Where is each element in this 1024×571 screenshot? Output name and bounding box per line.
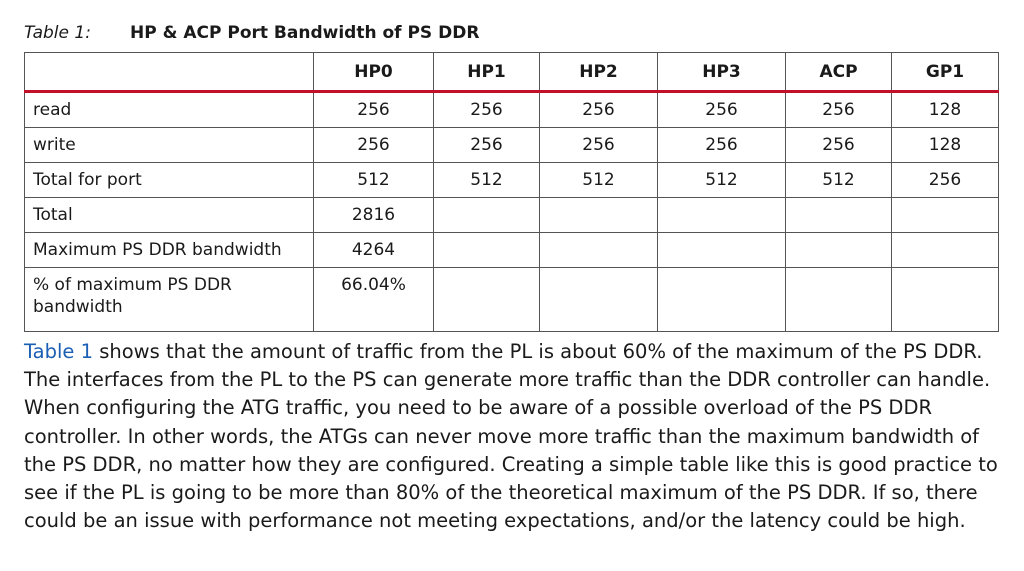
- bandwidth-table: HP0 HP1 HP2 HP3 ACP GP1 read 256 256 256…: [24, 52, 999, 332]
- header-cell-empty: [24, 52, 314, 93]
- table-cell: 512: [539, 162, 658, 198]
- table-cell: [785, 232, 892, 268]
- table-cell: 256: [785, 91, 892, 128]
- row-label: Maximum PS DDR bandwidth: [24, 232, 314, 268]
- header-cell-hp3: HP3: [657, 52, 786, 93]
- table-cell: 256: [433, 127, 540, 163]
- header-cell-acp: ACP: [785, 52, 892, 93]
- table-cell: 256: [657, 127, 786, 163]
- table-cell: 256: [785, 127, 892, 163]
- table-row: Total for port 512 512 512 512 512 256: [24, 162, 999, 198]
- caption-label: Table 1:: [24, 23, 91, 43]
- table-cell: [433, 232, 540, 268]
- table-cell: 4264: [313, 232, 434, 268]
- table-cell: [657, 267, 786, 332]
- table-cell: [539, 232, 658, 268]
- table-cell: 512: [313, 162, 434, 198]
- row-label: write: [24, 127, 314, 163]
- table-cell: [657, 197, 786, 233]
- table-cell: 256: [657, 91, 786, 128]
- table-cell: [433, 197, 540, 233]
- table-row: % of maximum PS DDR bandwidth 66.04%: [24, 267, 999, 332]
- table-cell: 256: [313, 127, 434, 163]
- header-cell-gp1: GP1: [891, 52, 999, 93]
- table-cell: [657, 232, 786, 268]
- table-cell: 128: [891, 91, 999, 128]
- row-label: Total: [24, 197, 314, 233]
- table-cell: [785, 197, 892, 233]
- table-row: write 256 256 256 256 256 128: [24, 127, 999, 163]
- table-header-row: HP0 HP1 HP2 HP3 ACP GP1: [24, 52, 999, 93]
- paragraph-text: shows that the amount of traffic from th…: [24, 340, 998, 533]
- body-paragraph: Table 1 shows that the amount of traffic…: [24, 338, 1000, 535]
- table-caption: Table 1: HP & ACP Port Bandwidth of PS D…: [24, 20, 479, 46]
- table-cell: 256: [433, 91, 540, 128]
- header-cell-hp1: HP1: [433, 52, 540, 93]
- table-cell: [785, 267, 892, 332]
- table-cell: [433, 267, 540, 332]
- row-label: Total for port: [24, 162, 314, 198]
- caption-title: HP & ACP Port Bandwidth of PS DDR: [130, 23, 480, 43]
- table-row: Total 2816: [24, 197, 999, 233]
- row-label: % of maximum PS DDR bandwidth: [24, 267, 314, 332]
- table-cell: 256: [539, 91, 658, 128]
- table-row: read 256 256 256 256 256 128: [24, 91, 999, 128]
- header-cell-hp2: HP2: [539, 52, 658, 93]
- table-cell: [539, 197, 658, 233]
- table-cell: 256: [539, 127, 658, 163]
- table-cell: 512: [785, 162, 892, 198]
- table-cell: 256: [313, 91, 434, 128]
- table-cell: 512: [657, 162, 786, 198]
- table-row: Maximum PS DDR bandwidth 4264: [24, 232, 999, 268]
- table-cell: 256: [891, 162, 999, 198]
- table-1-link[interactable]: Table 1: [24, 340, 94, 363]
- table-cell: [891, 197, 999, 233]
- row-label: read: [24, 91, 314, 128]
- table-cell: 66.04%: [313, 267, 434, 332]
- table-cell: [891, 267, 999, 332]
- table-cell: [891, 232, 999, 268]
- table-cell: [539, 267, 658, 332]
- header-cell-hp0: HP0: [313, 52, 434, 93]
- table-cell: 128: [891, 127, 999, 163]
- table-cell: 2816: [313, 197, 434, 233]
- table-cell: 512: [433, 162, 540, 198]
